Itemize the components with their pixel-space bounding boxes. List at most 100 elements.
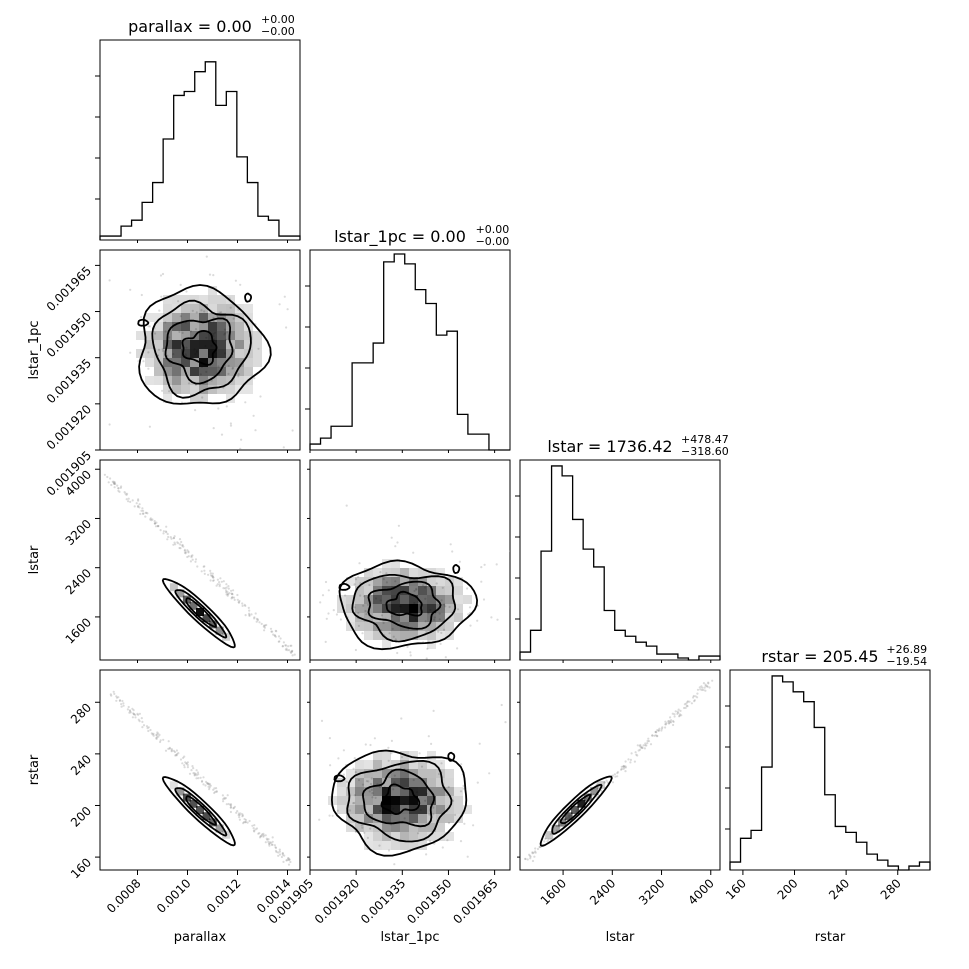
sample-point [212, 427, 215, 430]
density-cell [400, 796, 409, 805]
density-cell [409, 832, 418, 841]
density-cell [181, 358, 190, 367]
sample-point [195, 769, 198, 772]
sample-point [278, 848, 281, 851]
sample-point [181, 544, 184, 547]
sample-point [304, 854, 306, 856]
sample-point [611, 774, 615, 777]
sample-point [227, 587, 230, 590]
density-cell [400, 778, 409, 787]
sample-point [704, 689, 707, 692]
sample-point [257, 347, 260, 350]
density-cell [445, 778, 454, 787]
sample-point [140, 509, 143, 512]
density-cell [154, 340, 163, 349]
density-cell [400, 586, 409, 595]
sample-point [191, 765, 194, 768]
density-cell [373, 841, 382, 850]
sample-point [446, 839, 449, 842]
sample-point [237, 814, 240, 817]
density-cell [436, 796, 445, 805]
sample-point [557, 824, 561, 827]
density-cell [373, 778, 382, 787]
sample-point [159, 529, 162, 532]
density-cell [364, 613, 373, 622]
sample-point [262, 832, 265, 835]
panel-frame-lstar-vs-parallax [99, 459, 301, 661]
sample-point [660, 727, 664, 730]
sample-point [251, 824, 254, 827]
sample-point [179, 283, 182, 286]
sample-point [654, 734, 657, 737]
sample-point [560, 823, 563, 826]
sample-point [706, 685, 709, 688]
sample-point [136, 712, 139, 715]
sample-point [693, 699, 696, 702]
sample-point [523, 569, 525, 571]
ytick-label-rstar: 200 [68, 804, 94, 830]
sample-point [526, 858, 529, 861]
sample-point [430, 742, 433, 746]
sample-point [265, 623, 268, 627]
sample-point [254, 828, 257, 831]
sample-point [253, 617, 256, 620]
density-cell [436, 760, 445, 769]
sample-point [170, 750, 173, 753]
sample-point [533, 855, 536, 858]
sample-point [270, 630, 273, 633]
xlabel-lstar: lstar [606, 930, 635, 945]
sample-point [437, 772, 441, 776]
sample-point [248, 609, 251, 612]
sample-point [183, 549, 186, 552]
density-cell [427, 751, 436, 760]
sample-point [142, 360, 145, 363]
density-cell [418, 586, 427, 595]
contour-level-3 [185, 795, 217, 826]
sample-point [184, 552, 187, 555]
density-cell [436, 613, 445, 622]
sample-point [190, 769, 193, 772]
density-cell [190, 349, 199, 358]
density-cell [409, 604, 418, 613]
sample-point [357, 778, 361, 782]
sample-point [177, 752, 180, 755]
panel-frame-rstar-vs-lstar [519, 669, 721, 871]
sample-point [159, 739, 162, 742]
sample-point [136, 505, 140, 508]
sample-point [696, 696, 699, 699]
density-cell [445, 832, 454, 841]
density-cell [382, 631, 391, 640]
sample-point [186, 549, 189, 552]
density-cell [226, 295, 235, 304]
density-cell [454, 586, 463, 595]
sample-point [156, 736, 159, 739]
sample-point [629, 761, 632, 764]
sample-point [328, 737, 331, 740]
contour-level-2 [151, 299, 252, 399]
sample-point [353, 794, 356, 797]
sample-point [149, 517, 152, 520]
sample-point [468, 606, 472, 609]
sample-point [327, 612, 330, 615]
xtick-label-lstar_1pc: 0.001965 [450, 876, 500, 926]
sample-point [345, 780, 348, 783]
density-cell [373, 631, 382, 640]
sample-point [672, 723, 675, 727]
sample-point [686, 701, 689, 704]
sample-point [195, 777, 198, 780]
density-cell [382, 823, 391, 832]
sample-point [374, 796, 377, 800]
sample-point [288, 858, 291, 861]
sample-point [224, 797, 227, 800]
density-cell [172, 367, 181, 376]
density-cell [409, 841, 418, 850]
sample-point [193, 773, 196, 776]
axis-label-layer: parallax lstar_1pc lstar rstarlstar_1pclsta… [27, 321, 846, 945]
contour-level-2 [346, 760, 453, 843]
density-cell [445, 769, 454, 778]
density-cell [427, 622, 436, 631]
sample-point [178, 330, 181, 333]
density-cell [454, 796, 463, 805]
sample-point [187, 555, 190, 558]
contour-level-3 [559, 793, 592, 825]
